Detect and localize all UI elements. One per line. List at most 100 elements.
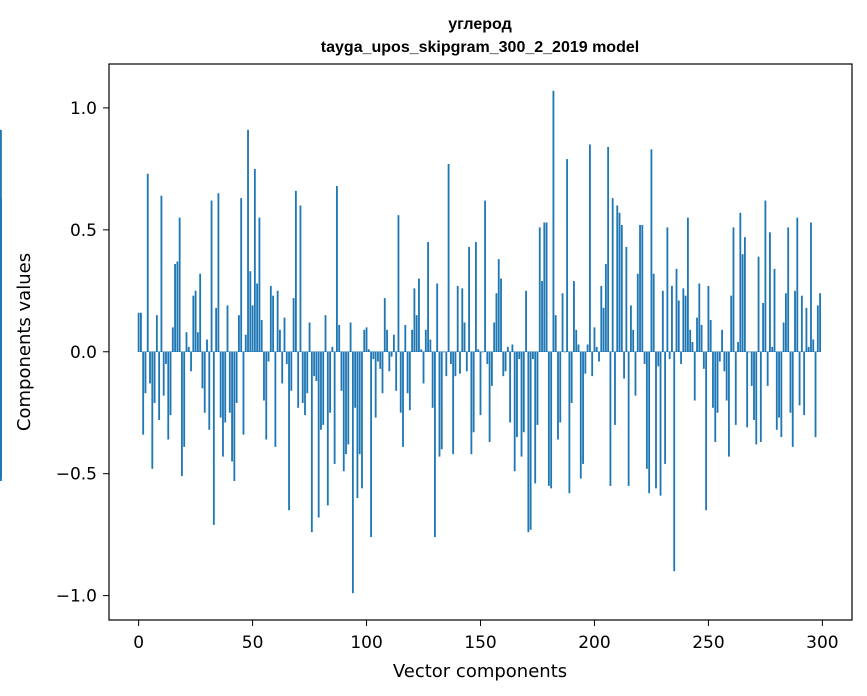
bar	[192, 295, 195, 352]
bar	[600, 285, 603, 352]
bar	[513, 351, 516, 472]
bar	[812, 339, 815, 352]
bar	[591, 351, 594, 377]
bar	[208, 351, 211, 430]
bars-group	[0, 90, 821, 594]
bar	[728, 351, 730, 457]
bar	[301, 351, 304, 403]
bar	[620, 224, 623, 352]
y-tick-label: 0.5	[70, 221, 97, 241]
bar	[486, 351, 489, 364]
bar	[753, 351, 755, 421]
bar	[516, 351, 518, 438]
bar	[490, 351, 493, 386]
bar	[418, 278, 420, 352]
bar	[616, 205, 619, 352]
bar	[0, 237, 2, 352]
bar	[313, 351, 316, 377]
bar	[0, 351, 2, 477]
bar	[655, 351, 657, 489]
bar	[682, 288, 685, 352]
bar	[322, 351, 325, 425]
bar	[212, 351, 215, 525]
bar	[675, 268, 678, 352]
bar	[684, 295, 687, 352]
bar	[693, 351, 696, 401]
bar	[671, 285, 673, 352]
bar	[408, 351, 411, 411]
bar	[641, 224, 644, 352]
bar	[705, 351, 708, 511]
bar	[493, 322, 496, 352]
bar	[538, 227, 541, 352]
bar	[639, 224, 641, 352]
bar	[680, 351, 682, 364]
bar	[495, 293, 498, 352]
bar	[395, 351, 398, 391]
bar	[181, 351, 183, 477]
bar	[477, 349, 480, 352]
bar	[331, 346, 334, 352]
bar	[374, 351, 377, 418]
bar	[819, 293, 821, 352]
bar	[429, 339, 432, 352]
bar	[226, 305, 229, 352]
bar	[707, 285, 710, 352]
bar	[810, 222, 812, 352]
bar	[420, 349, 423, 352]
bar	[525, 290, 527, 352]
bar	[698, 283, 701, 352]
bar	[755, 351, 758, 445]
x-axis-label: Vector components	[393, 661, 567, 682]
bar	[338, 324, 341, 352]
bar	[657, 351, 660, 367]
bar	[342, 351, 345, 472]
bar	[470, 351, 473, 455]
bar	[568, 351, 571, 494]
bar	[158, 351, 161, 421]
bar	[807, 346, 810, 352]
x-tick-label: 200	[578, 633, 610, 653]
bar	[497, 259, 500, 352]
bar	[488, 351, 491, 442]
bar	[365, 327, 368, 352]
bar	[190, 351, 192, 372]
bar	[297, 351, 300, 408]
bar	[648, 351, 651, 494]
bar	[317, 351, 320, 518]
bar	[358, 351, 361, 455]
bar	[306, 351, 309, 394]
bar	[550, 351, 553, 489]
bar	[479, 351, 482, 416]
bar	[244, 334, 247, 352]
bar	[796, 217, 799, 352]
bar	[449, 351, 452, 364]
bar	[217, 193, 220, 352]
bar	[696, 317, 698, 352]
bar	[712, 351, 714, 408]
bar	[142, 351, 145, 435]
bar	[336, 185, 338, 352]
bar	[155, 315, 158, 352]
bar	[604, 263, 607, 352]
bar	[659, 351, 662, 496]
bar	[632, 329, 635, 352]
bar	[518, 351, 521, 360]
bar	[290, 351, 293, 391]
bar	[137, 312, 140, 352]
bar	[725, 351, 728, 401]
bar	[686, 217, 689, 352]
bar	[274, 351, 277, 447]
bar	[445, 351, 448, 377]
bar	[814, 351, 817, 438]
bar	[174, 263, 176, 352]
bar	[413, 288, 416, 352]
bar	[504, 351, 507, 372]
x-tick-label: 250	[692, 633, 724, 653]
bar	[329, 351, 331, 413]
bar	[716, 351, 719, 413]
bar	[778, 351, 780, 418]
bar	[630, 305, 632, 352]
